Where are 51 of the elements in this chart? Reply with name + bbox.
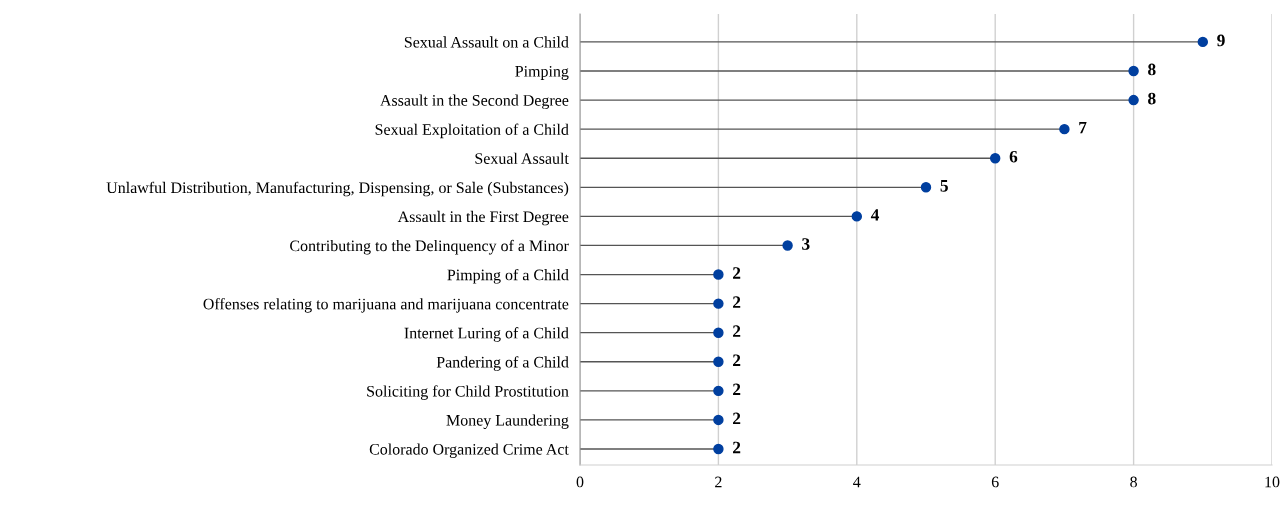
data-label: 2	[733, 267, 741, 279]
y-tick-label: Assault in the First Degree	[397, 210, 569, 226]
data-label: 8	[1148, 63, 1156, 76]
point	[713, 356, 724, 367]
y-tick-label: Internet Luring of a Child	[404, 327, 569, 342]
data-label: 5	[940, 180, 948, 192]
data-label: 2	[733, 441, 741, 454]
y-tick-label: Assault in the Second Degree	[380, 94, 569, 110]
point	[713, 269, 724, 280]
point	[920, 182, 932, 193]
point	[989, 153, 1001, 164]
y-tick-label: Contributing to the Delinquency of a Minor	[290, 239, 569, 255]
point	[713, 327, 724, 338]
point	[713, 298, 724, 309]
y-tick-label: Pandering of a Child	[436, 356, 569, 371]
y-tick-label: Unlawful Distribution, Manufacturing, Dispensing, or Sale (Substances)	[106, 181, 569, 197]
y-tick-label: Pimping	[515, 65, 569, 80]
data-label: 7	[1079, 121, 1087, 134]
point	[713, 443, 724, 455]
data-label: 6	[1009, 150, 1018, 163]
y-tick-label: Soliciting for Child Prostitution	[367, 385, 569, 400]
y-tick-label: Pimping of a Child	[447, 268, 569, 284]
x-tick-label: 0	[576, 476, 584, 488]
point	[1128, 65, 1139, 77]
point	[782, 240, 793, 251]
y-tick-label: Money Laundering	[446, 414, 569, 429]
x-tick-label: 2	[715, 476, 722, 488]
point	[1197, 36, 1209, 48]
y-tick-label: Sexual Exploitation of a Child	[375, 123, 569, 139]
x-tick-label: 6	[991, 476, 999, 488]
data-label: 8	[1148, 92, 1156, 105]
point	[713, 414, 724, 426]
point	[713, 385, 724, 397]
y-tick-label: Sexual Assault	[475, 152, 569, 164]
data-label: 2	[733, 412, 741, 425]
y-tick-label: Colorado Organized Crime Act	[369, 443, 569, 458]
x-tick-label: 4	[853, 476, 861, 488]
data-label: 9	[1217, 34, 1225, 47]
data-label: 4	[870, 209, 880, 221]
data-label: 2	[733, 325, 741, 337]
data-label: 2	[733, 354, 741, 366]
data-label: 2	[733, 383, 741, 396]
x-tick-label: 10	[1265, 476, 1280, 488]
point	[1059, 123, 1070, 135]
point	[1128, 94, 1139, 106]
data-label: 2	[733, 296, 741, 308]
y-tick-label: Sexual Assault on a Child	[404, 36, 569, 48]
x-tick-label: 8	[1130, 476, 1137, 488]
point	[851, 211, 863, 222]
y-tick-label: Offenses relating to marijuana and marijuana concentrate	[203, 297, 569, 313]
data-label: 3	[802, 238, 810, 250]
